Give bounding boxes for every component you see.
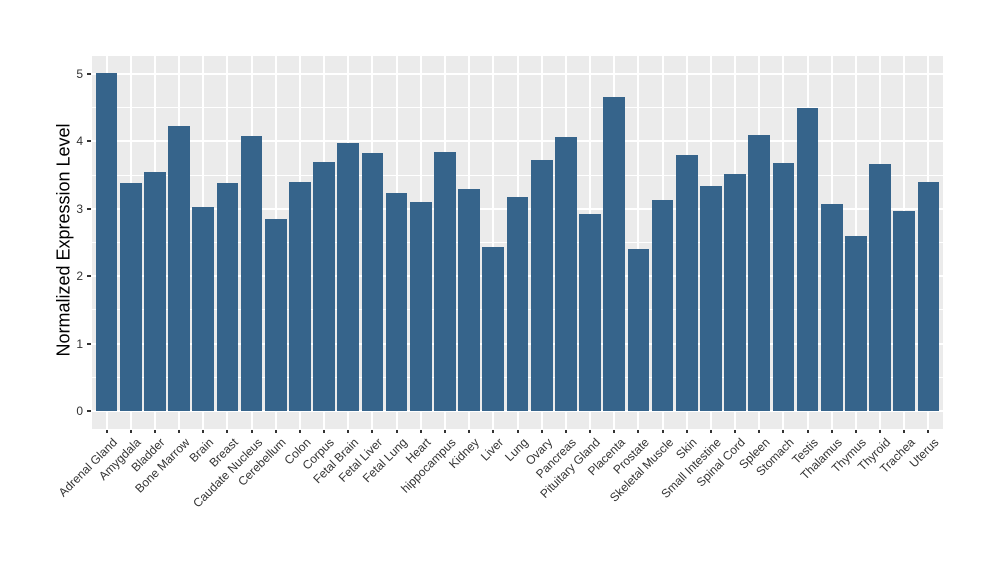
x-tick-mark [226,430,229,433]
bar [724,174,746,411]
y-axis-title: Normalized Expression Level [53,123,74,357]
x-tick-mark [371,430,374,433]
bar [385,193,408,411]
bar [748,135,771,411]
bar [409,202,432,411]
bar [675,154,698,411]
bar [700,185,722,411]
y-tick-label: 5 [76,67,83,81]
x-tick-mark [613,430,616,433]
bar [95,73,118,411]
bar [869,163,891,411]
y-tick-label: 1 [76,336,83,351]
bar [168,125,190,411]
x-tick-mark [129,430,132,433]
bar [264,218,287,411]
x-tick-mark [202,430,205,433]
x-tick-label: Liver [478,435,507,464]
x-tick-mark [758,430,761,433]
x-tick-mark [323,430,326,433]
bar [313,162,335,411]
x-tick-mark [250,430,253,433]
bar [554,136,577,411]
x-tick-mark [492,430,495,433]
bar [506,196,529,411]
bar [458,189,481,411]
bar [240,136,263,411]
y-tick-mark [87,140,91,143]
bar [627,248,650,411]
x-tick-mark [178,430,181,433]
bar [530,160,553,411]
x-tick-mark [709,430,712,433]
x-tick-mark [443,430,446,433]
bar [845,235,867,411]
x-tick-mark [153,430,156,433]
bar [820,204,843,411]
bar [192,207,215,411]
bar [482,246,505,411]
bar [796,108,819,411]
bar [216,183,239,411]
x-tick-mark [734,430,737,433]
bar [337,143,360,411]
x-tick-mark [105,430,108,433]
gridline-vertical [637,56,640,429]
bar [917,181,940,411]
x-tick-mark [830,430,833,433]
y-tick-label: 4 [76,134,83,149]
x-tick-mark [927,430,930,433]
y-tick-mark [87,410,91,412]
bar [434,151,456,411]
y-tick-mark [87,275,91,278]
bar [651,200,674,411]
bar [361,152,384,411]
bar [893,210,916,411]
bar [119,183,142,411]
x-tick-mark [564,430,567,433]
y-tick-label: 0 [76,404,83,418]
x-tick-mark [903,430,906,433]
x-tick-mark [516,430,519,433]
x-tick-mark [395,430,398,433]
y-tick-label: 2 [76,269,83,284]
y-tick-label: 3 [76,201,83,216]
x-tick-mark [274,430,277,433]
bar [579,213,601,411]
x-tick-mark [298,430,301,433]
x-tick-mark [589,430,592,433]
y-tick-mark [87,342,91,345]
x-tick-mark [782,430,785,433]
x-tick-mark [419,430,422,433]
gridline-vertical [492,56,495,429]
x-tick-mark [661,430,664,433]
bar [289,181,311,411]
x-tick-mark [806,430,809,433]
x-tick-mark [347,430,350,433]
y-tick-mark [87,207,91,210]
x-tick-mark [637,430,640,433]
x-tick-mark [685,430,688,433]
y-tick-mark [87,73,91,75]
x-tick-mark [854,430,857,433]
x-tick-mark [468,430,471,433]
bar [603,96,626,411]
bar [143,172,166,411]
bar [772,162,795,411]
x-tick-mark [540,430,543,433]
x-tick-mark [879,430,882,433]
plot-panel [92,56,943,429]
